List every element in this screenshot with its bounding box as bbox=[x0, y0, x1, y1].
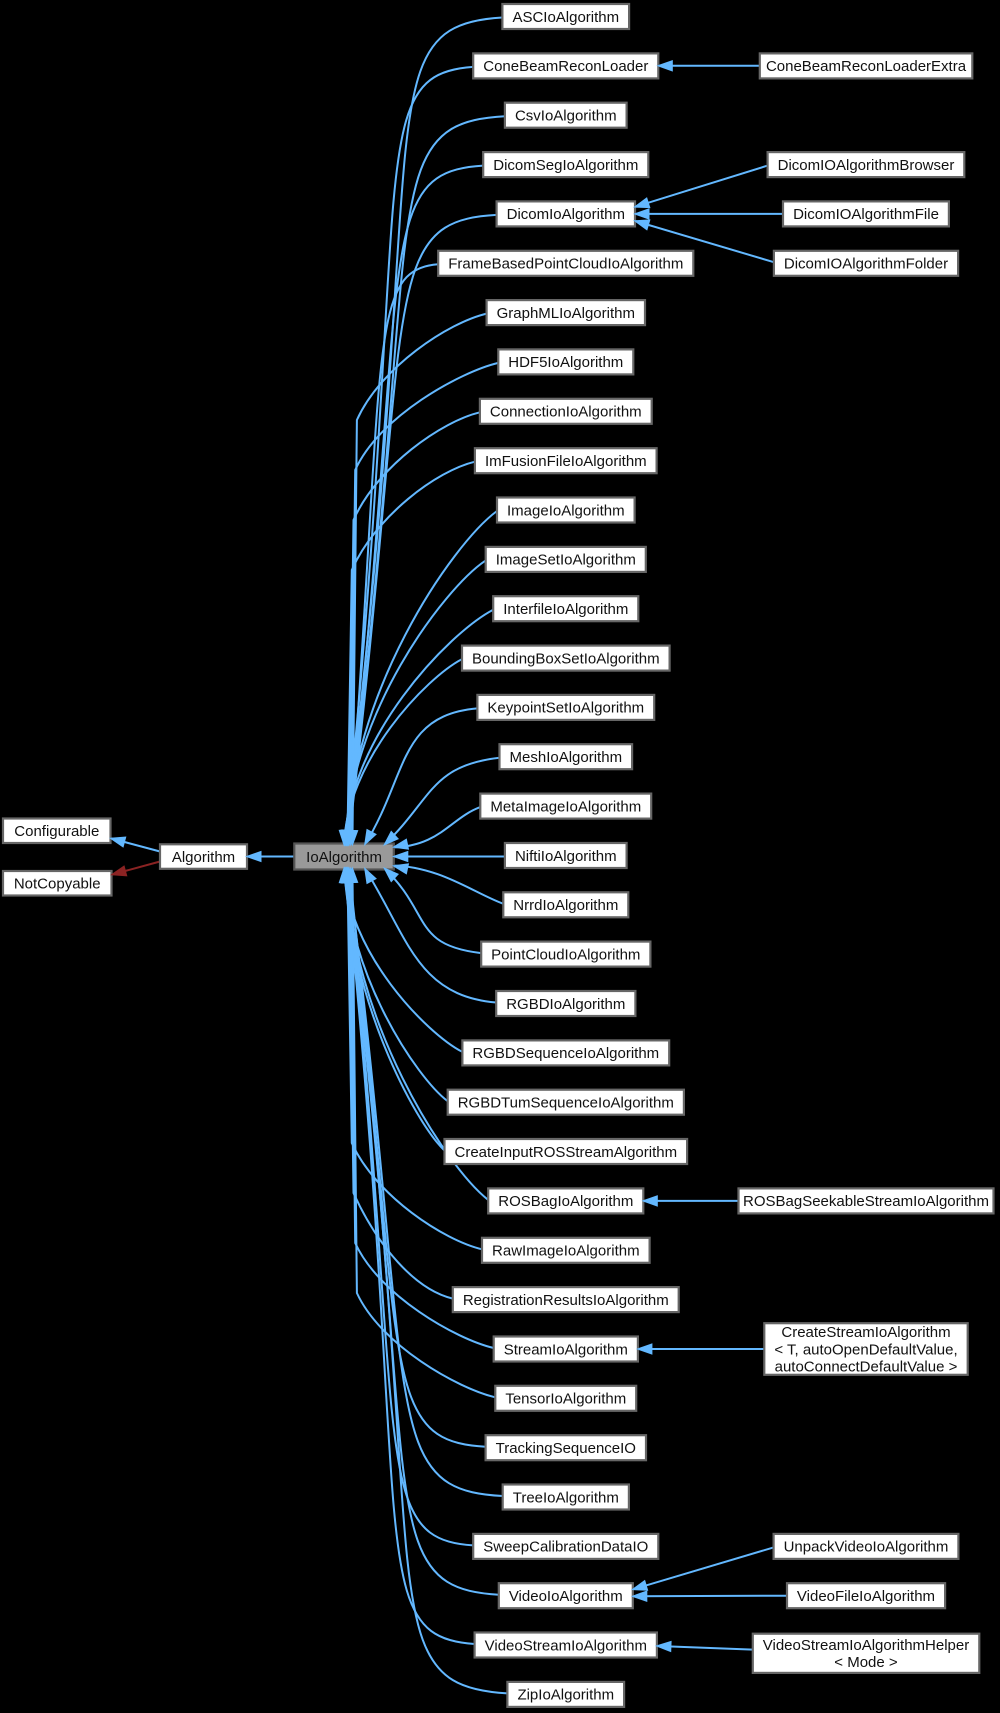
svg-text:VideoFileIoAlgorithm: VideoFileIoAlgorithm bbox=[797, 1588, 935, 1605]
svg-text:DicomIoAlgorithm: DicomIoAlgorithm bbox=[507, 206, 625, 223]
svg-text:VideoStreamIoAlgorithmHelper: VideoStreamIoAlgorithmHelper bbox=[763, 1637, 970, 1654]
svg-text:NiftiIoAlgorithm: NiftiIoAlgorithm bbox=[515, 848, 617, 865]
svg-text:DicomSegIoAlgorithm: DicomSegIoAlgorithm bbox=[493, 157, 638, 174]
svg-text:InterfileIoAlgorithm: InterfileIoAlgorithm bbox=[503, 601, 628, 618]
svg-text:GraphMLIoAlgorithm: GraphMLIoAlgorithm bbox=[497, 305, 635, 322]
svg-text:ROSBagIoAlgorithm: ROSBagIoAlgorithm bbox=[498, 1193, 633, 1210]
svg-text:FrameBasedPointCloudIoAlgorith: FrameBasedPointCloudIoAlgorithm bbox=[448, 256, 683, 273]
svg-text:UnpackVideoIoAlgorithm: UnpackVideoIoAlgorithm bbox=[784, 1539, 949, 1556]
svg-text:StreamIoAlgorithm: StreamIoAlgorithm bbox=[504, 1341, 628, 1358]
svg-text:autoConnectDefaultValue >: autoConnectDefaultValue > bbox=[775, 1359, 958, 1376]
svg-text:TreeIoAlgorithm: TreeIoAlgorithm bbox=[513, 1489, 619, 1506]
svg-text:Configurable: Configurable bbox=[14, 823, 99, 840]
svg-text:ConnectionIoAlgorithm: ConnectionIoAlgorithm bbox=[490, 404, 642, 421]
svg-text:ImFusionFileIoAlgorithm: ImFusionFileIoAlgorithm bbox=[485, 453, 647, 470]
svg-text:DicomIOAlgorithmBrowser: DicomIOAlgorithmBrowser bbox=[778, 157, 955, 174]
svg-text:RGBDSequenceIoAlgorithm: RGBDSequenceIoAlgorithm bbox=[472, 1045, 659, 1062]
svg-text:MeshIoAlgorithm: MeshIoAlgorithm bbox=[510, 749, 623, 766]
svg-text:HDF5IoAlgorithm: HDF5IoAlgorithm bbox=[508, 354, 623, 371]
svg-text:DicomIOAlgorithmFile: DicomIOAlgorithmFile bbox=[793, 206, 939, 223]
svg-text:ImageIoAlgorithm: ImageIoAlgorithm bbox=[507, 502, 625, 519]
svg-text:BoundingBoxSetIoAlgorithm: BoundingBoxSetIoAlgorithm bbox=[472, 650, 660, 667]
svg-text:CreateInputROSStreamAlgorithm: CreateInputROSStreamAlgorithm bbox=[455, 1144, 678, 1161]
svg-text:RGBDTumSequenceIoAlgorithm: RGBDTumSequenceIoAlgorithm bbox=[458, 1095, 674, 1112]
svg-text:< T, autoOpenDefaultValue,: < T, autoOpenDefaultValue, bbox=[774, 1341, 957, 1358]
svg-text:NrrdIoAlgorithm: NrrdIoAlgorithm bbox=[513, 897, 618, 914]
svg-text:CsvIoAlgorithm: CsvIoAlgorithm bbox=[515, 108, 617, 125]
svg-text:ConeBeamReconLoaderExtra: ConeBeamReconLoaderExtra bbox=[766, 58, 967, 75]
svg-text:PointCloudIoAlgorithm: PointCloudIoAlgorithm bbox=[491, 946, 640, 963]
svg-text:NotCopyable: NotCopyable bbox=[14, 876, 101, 893]
svg-text:IoAlgorithm: IoAlgorithm bbox=[306, 849, 382, 866]
svg-text:Algorithm: Algorithm bbox=[172, 849, 235, 866]
svg-text:VideoStreamIoAlgorithm: VideoStreamIoAlgorithm bbox=[485, 1637, 647, 1654]
svg-text:ROSBagSeekableStreamIoAlgorith: ROSBagSeekableStreamIoAlgorithm bbox=[743, 1193, 989, 1210]
svg-text:ImageSetIoAlgorithm: ImageSetIoAlgorithm bbox=[496, 552, 636, 569]
svg-text:< Mode >: < Mode > bbox=[834, 1654, 898, 1671]
svg-text:TrackingSequenceIO: TrackingSequenceIO bbox=[496, 1440, 636, 1457]
svg-text:ZipIoAlgorithm: ZipIoAlgorithm bbox=[517, 1687, 614, 1704]
svg-text:KeypointSetIoAlgorithm: KeypointSetIoAlgorithm bbox=[487, 700, 644, 717]
svg-text:DicomIOAlgorithmFolder: DicomIOAlgorithmFolder bbox=[784, 256, 948, 273]
svg-text:RegistrationResultsIoAlgorithm: RegistrationResultsIoAlgorithm bbox=[463, 1292, 669, 1309]
svg-text:ASCIoAlgorithm: ASCIoAlgorithm bbox=[512, 9, 619, 26]
svg-text:RGBDIoAlgorithm: RGBDIoAlgorithm bbox=[506, 996, 625, 1013]
svg-text:MetaImageIoAlgorithm: MetaImageIoAlgorithm bbox=[490, 798, 641, 815]
svg-text:RawImageIoAlgorithm: RawImageIoAlgorithm bbox=[492, 1243, 640, 1260]
svg-text:ConeBeamReconLoader: ConeBeamReconLoader bbox=[483, 58, 648, 75]
svg-text:SweepCalibrationDataIO: SweepCalibrationDataIO bbox=[483, 1539, 648, 1556]
svg-text:CreateStreamIoAlgorithm: CreateStreamIoAlgorithm bbox=[781, 1324, 950, 1341]
svg-text:VideoIoAlgorithm: VideoIoAlgorithm bbox=[509, 1588, 623, 1605]
svg-text:TensorIoAlgorithm: TensorIoAlgorithm bbox=[505, 1391, 626, 1408]
